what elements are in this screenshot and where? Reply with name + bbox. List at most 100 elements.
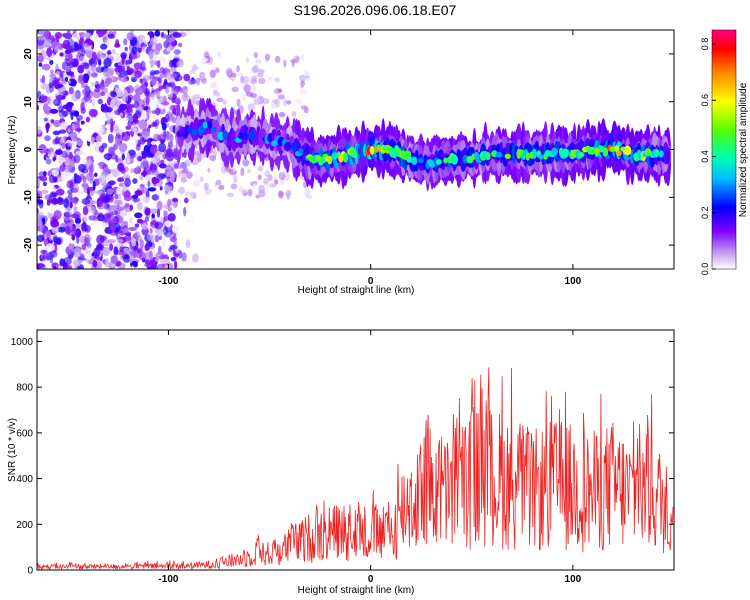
y-tick-label: 10 bbox=[23, 96, 34, 108]
noise-blob bbox=[123, 190, 131, 198]
noise-blob bbox=[91, 205, 96, 214]
spectrogram-heatmap bbox=[37, 30, 672, 269]
colorbar-tick-label: 0.6 bbox=[700, 94, 710, 107]
noise-blob bbox=[84, 253, 90, 259]
noise-blob bbox=[40, 82, 49, 90]
noise-blob bbox=[130, 168, 136, 173]
noise-blob bbox=[190, 191, 197, 199]
noise-blob bbox=[66, 180, 74, 189]
signal-blob bbox=[191, 128, 198, 136]
signal-blob bbox=[589, 146, 596, 155]
noise-blob bbox=[159, 73, 167, 78]
signal-blob bbox=[616, 150, 622, 157]
noise-blob bbox=[139, 174, 144, 181]
noise-blob bbox=[133, 53, 138, 60]
noise-blob bbox=[115, 40, 120, 48]
noise-blob bbox=[255, 58, 262, 64]
signal-blob bbox=[351, 149, 358, 159]
noise-blob bbox=[181, 252, 187, 262]
noise-blob bbox=[54, 32, 63, 39]
noise-blob bbox=[178, 186, 186, 195]
noise-blob bbox=[137, 47, 142, 53]
noise-blob bbox=[242, 94, 246, 102]
noise-blob bbox=[173, 163, 179, 169]
noise-blob bbox=[85, 32, 93, 39]
noise-blob bbox=[267, 76, 273, 81]
noise-blob bbox=[37, 211, 44, 220]
noise-blob bbox=[117, 177, 125, 183]
noise-blob bbox=[117, 262, 126, 269]
noise-blob bbox=[247, 168, 251, 174]
noise-blob bbox=[119, 211, 128, 217]
noise-blob bbox=[164, 113, 170, 123]
noise-blob bbox=[67, 38, 75, 48]
signal-blob bbox=[450, 154, 458, 165]
noise-blob bbox=[304, 188, 311, 197]
noise-blob bbox=[213, 92, 221, 97]
noise-blob bbox=[111, 48, 116, 54]
noise-blob bbox=[62, 172, 72, 177]
noise-blob bbox=[157, 81, 163, 89]
noise-blob bbox=[154, 235, 160, 243]
noise-blob bbox=[162, 153, 167, 160]
noise-blob bbox=[274, 179, 279, 185]
noise-blob bbox=[300, 83, 304, 89]
noise-blob bbox=[44, 102, 49, 111]
y-tick-label: 0 bbox=[23, 146, 34, 152]
signal-blob bbox=[290, 142, 298, 152]
noise-blob bbox=[105, 257, 109, 267]
noise-blob bbox=[69, 201, 73, 209]
noise-blob bbox=[48, 250, 58, 258]
noise-blob bbox=[203, 182, 209, 191]
colorbar-tick-label: 0.2 bbox=[700, 207, 710, 220]
noise-blob bbox=[74, 90, 81, 100]
noise-blob bbox=[210, 81, 218, 89]
noise-blob bbox=[71, 136, 80, 142]
noise-blob bbox=[90, 72, 98, 78]
noise-blob bbox=[52, 79, 60, 88]
noise-blob bbox=[67, 141, 74, 147]
noise-blob bbox=[71, 234, 76, 241]
noise-blob bbox=[237, 72, 244, 77]
noise-blob bbox=[96, 214, 105, 222]
noise-blob bbox=[56, 236, 64, 245]
noise-blob bbox=[163, 33, 167, 39]
noise-blob bbox=[55, 188, 65, 196]
noise-blob bbox=[105, 111, 110, 120]
noise-blob bbox=[141, 222, 148, 230]
noise-blob bbox=[139, 183, 145, 188]
noise-blob bbox=[86, 186, 95, 192]
noise-blob bbox=[136, 201, 143, 211]
noise-blob bbox=[132, 122, 137, 132]
noise-blob bbox=[158, 107, 166, 115]
signal-blob bbox=[248, 130, 256, 141]
noise-blob bbox=[173, 240, 177, 245]
noise-blob bbox=[186, 171, 193, 179]
noise-blob bbox=[51, 41, 56, 50]
noise-blob bbox=[106, 188, 114, 195]
noise-blob bbox=[146, 119, 153, 126]
noise-blob bbox=[56, 237, 62, 245]
noise-blob bbox=[131, 237, 137, 247]
noise-blob bbox=[155, 251, 165, 259]
noise-blob bbox=[295, 98, 303, 105]
noise-blob bbox=[49, 72, 54, 78]
noise-blob bbox=[238, 186, 244, 193]
noise-blob bbox=[153, 90, 161, 98]
noise-blob bbox=[81, 33, 86, 38]
noise-blob bbox=[150, 144, 158, 155]
noise-blob bbox=[60, 121, 68, 130]
noise-blob bbox=[296, 186, 301, 195]
noise-blob bbox=[155, 215, 164, 224]
noise-blob bbox=[46, 96, 51, 104]
noise-blob bbox=[73, 154, 81, 164]
noise-blob bbox=[105, 77, 113, 85]
noise-blob bbox=[141, 150, 147, 160]
x-tick-label: 0 bbox=[368, 574, 374, 585]
noise-blob bbox=[42, 181, 47, 187]
noise-blob bbox=[151, 78, 157, 86]
noise-blob bbox=[256, 96, 261, 105]
noise-blob bbox=[49, 236, 54, 241]
noise-blob bbox=[110, 91, 117, 98]
